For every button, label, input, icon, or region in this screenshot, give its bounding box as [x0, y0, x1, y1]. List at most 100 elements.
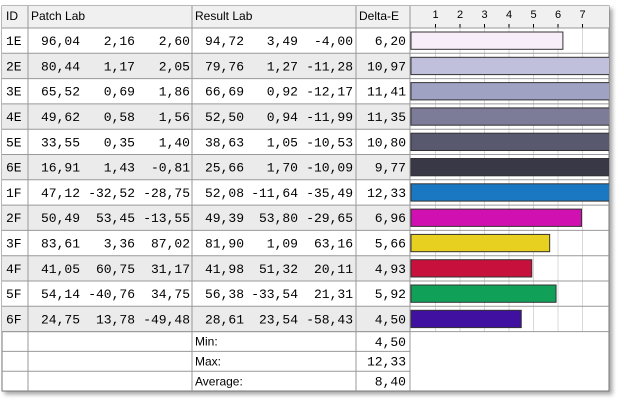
row-bg: [2, 306, 410, 332]
patch-value: 24,75: [41, 312, 80, 327]
row-id: 3E: [6, 85, 22, 100]
patch-value: 65,52: [41, 85, 80, 100]
row-bg: [2, 78, 410, 104]
patch-value: 1,17: [104, 59, 135, 74]
summary-label: Max:: [195, 354, 221, 368]
summary-label: Min:: [195, 335, 218, 349]
patch-value: 96,04: [41, 34, 80, 49]
patch-value: -49,48: [143, 312, 190, 327]
delta-e-bar: [410, 31, 564, 50]
delta-e-value: 5,66: [375, 236, 406, 251]
patch-value: 16,91: [41, 161, 80, 176]
result-value: 51,32: [259, 262, 298, 277]
result-value: -4,00: [314, 34, 353, 49]
result-value: 81,90: [205, 236, 244, 251]
header-id: ID: [6, 9, 18, 23]
result-value: 49,39: [205, 211, 244, 226]
tick-label: 1: [432, 9, 438, 21]
patch-value: 41,05: [41, 262, 80, 277]
result-value: 1,70: [267, 161, 298, 176]
result-value: 52,50: [205, 110, 244, 125]
result-value: 1,05: [267, 135, 298, 150]
result-value: 38,63: [205, 135, 244, 150]
row-id: 3F: [6, 236, 22, 251]
row-bg: [2, 281, 410, 307]
row-bg: [2, 154, 410, 180]
summary-value: 4,50: [375, 335, 406, 350]
header-delta: Delta-E: [359, 9, 399, 23]
result-value: 52,08: [205, 186, 244, 201]
patch-value: 1,86: [159, 85, 190, 100]
patch-value: 2,16: [104, 34, 135, 49]
result-value: 28,61: [205, 312, 244, 327]
result-value: -12,17: [306, 85, 353, 100]
header-bg: [2, 6, 609, 28]
summary-label: Average:: [195, 374, 243, 388]
result-value: 1,27: [267, 59, 298, 74]
result-value: -35,49: [306, 186, 353, 201]
delta-e-value: 10,80: [367, 135, 406, 150]
summary-value: 8,40: [375, 375, 406, 390]
delta-e-value: 9,77: [375, 161, 406, 176]
result-value: 3,49: [267, 34, 298, 49]
delta-e-bar: [410, 208, 583, 227]
result-value: 25,66: [205, 161, 244, 176]
row-id: 5E: [6, 135, 22, 150]
bars: [410, 31, 609, 329]
row-bg: [2, 255, 410, 281]
result-value: 66,69: [205, 85, 244, 100]
result-value: 41,98: [205, 262, 244, 277]
tick-label: 6: [555, 9, 561, 21]
delta-e-bar: [410, 107, 609, 126]
result-value: -58,43: [306, 312, 353, 327]
delta-e-value: 5,92: [375, 287, 406, 302]
row-id: 1E: [6, 34, 22, 49]
result-value: -11,64: [251, 186, 298, 201]
result-value: -11,99: [306, 110, 353, 125]
delta-e-value: 11,35: [367, 110, 406, 125]
result-value: -10,09: [306, 161, 353, 176]
result-value: 1,09: [267, 236, 298, 251]
delta-e-bar: [410, 82, 609, 101]
patch-value: 87,02: [151, 236, 190, 251]
row-id: 6E: [6, 161, 22, 176]
result-value: 79,76: [205, 59, 244, 74]
patch-value: -32,52: [88, 186, 135, 201]
patch-value: -28,75: [143, 186, 190, 201]
delta-e-value: 12,33: [367, 186, 406, 201]
result-value: 20,11: [314, 262, 353, 277]
delta-e-bar: [410, 56, 609, 76]
result-value: -11,28: [306, 59, 353, 74]
patch-value: 1,40: [159, 135, 190, 150]
delta-e-value: 6,20: [375, 34, 406, 49]
tick-label: 5: [530, 9, 536, 21]
delta-e-bar: [410, 132, 609, 151]
result-value: -33,54: [251, 287, 298, 302]
row-bg: [2, 205, 410, 231]
result-value: 63,16: [314, 236, 353, 251]
delta-e-bar: [410, 183, 609, 202]
cell-borders: [2, 6, 609, 391]
result-value: 0,94: [267, 110, 298, 125]
patch-value: 34,75: [151, 287, 190, 302]
patch-value: 50,49: [41, 211, 80, 226]
delta-e-bar: [410, 309, 522, 329]
result-value: 0,92: [267, 85, 298, 100]
patch-value: -13,55: [143, 211, 190, 226]
header-patch: Patch Lab: [31, 9, 85, 23]
delta-e-value: 10,97: [367, 59, 406, 74]
delta-e-bar: [410, 284, 557, 303]
summary-value: 12,33: [367, 355, 406, 370]
patch-value: 47,12: [41, 186, 80, 201]
backgrounds: [2, 6, 609, 332]
row-bg: [2, 129, 410, 155]
result-value: 56,38: [205, 287, 244, 302]
result-value: 21,31: [314, 287, 353, 302]
tick-label: 4: [506, 9, 512, 21]
delta-e-value: 4,93: [375, 262, 406, 277]
patch-value: 13,78: [96, 312, 135, 327]
patch-value: 60,75: [96, 262, 135, 277]
patch-value: 1,43: [104, 161, 135, 176]
row-bg: [2, 28, 410, 54]
tick-label: 7: [579, 9, 585, 21]
